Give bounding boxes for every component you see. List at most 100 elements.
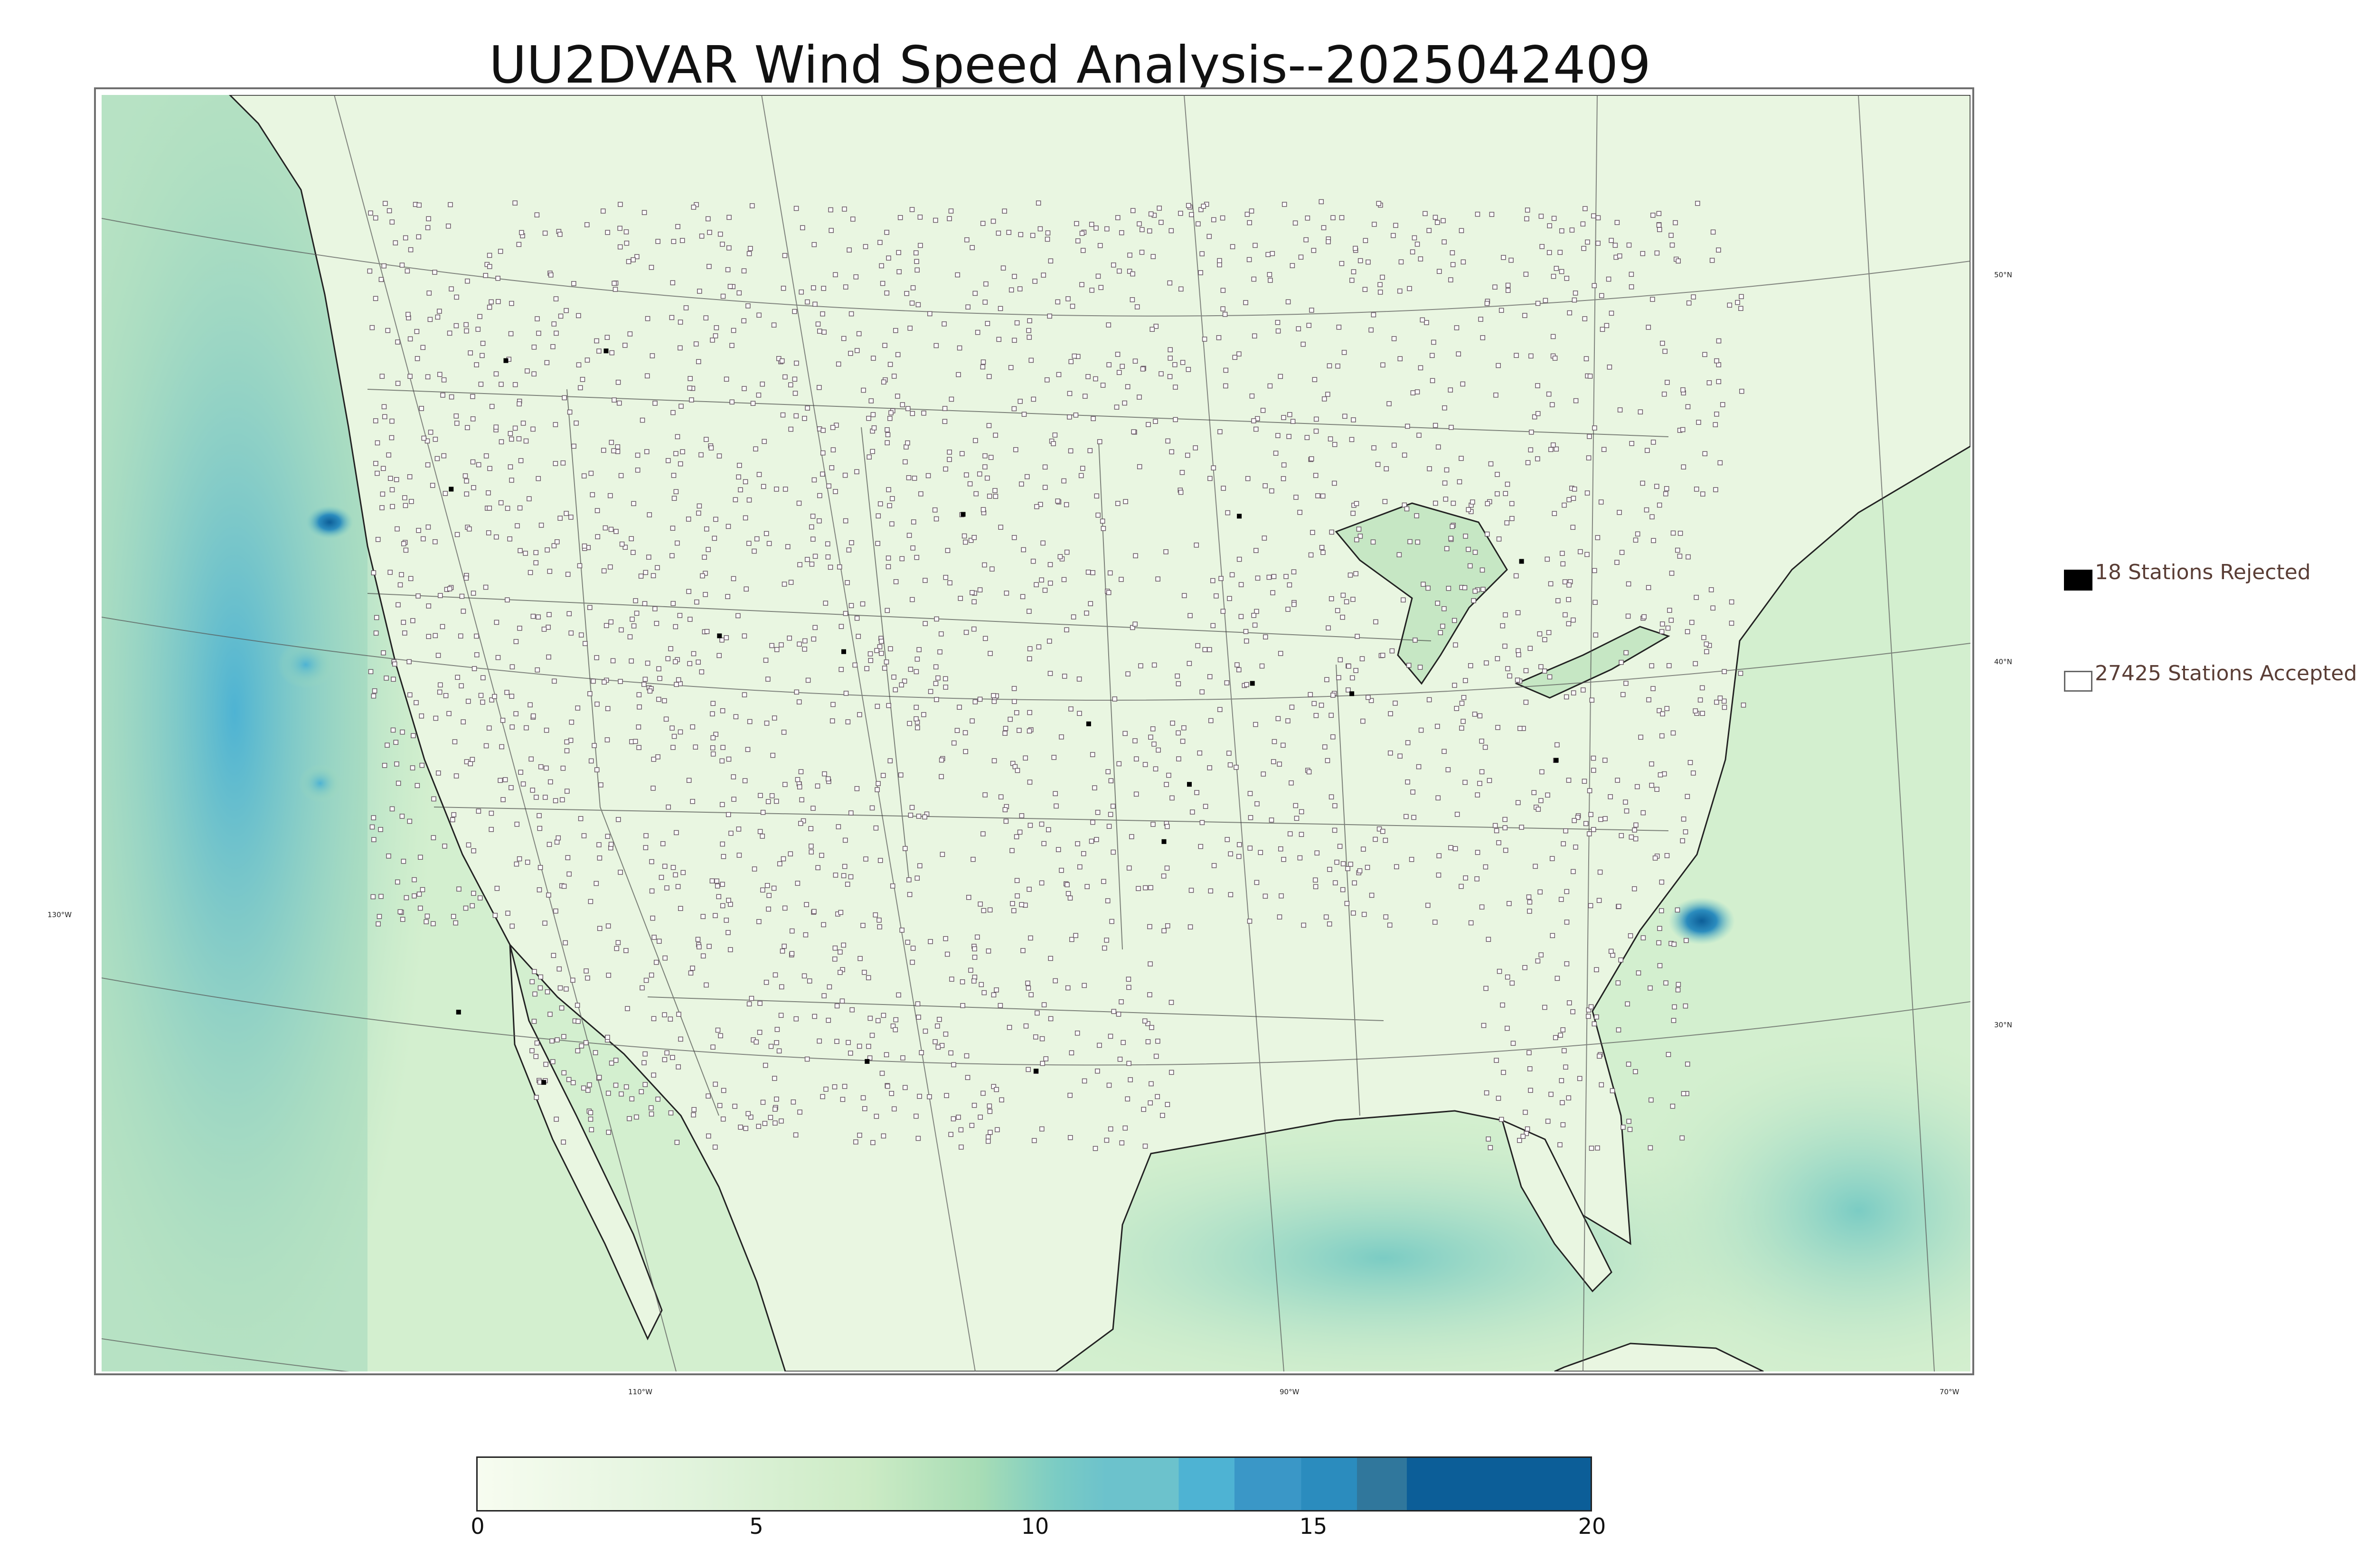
station-accepted-marker bbox=[1310, 530, 1315, 535]
station-accepted-marker bbox=[1319, 703, 1324, 708]
station-accepted-marker bbox=[1072, 353, 1077, 359]
station-accepted-marker bbox=[547, 1012, 553, 1017]
station-accepted-marker bbox=[1557, 250, 1563, 255]
station-accepted-marker bbox=[1267, 272, 1272, 277]
station-accepted-marker bbox=[989, 566, 995, 572]
station-accepted-marker bbox=[1202, 337, 1207, 342]
station-accepted-marker bbox=[1017, 728, 1022, 733]
station-accepted-marker bbox=[706, 547, 711, 552]
station-accepted-marker bbox=[943, 936, 948, 941]
station-accepted-marker bbox=[1169, 795, 1175, 801]
station-accepted-marker bbox=[697, 503, 702, 509]
station-accepted-marker bbox=[560, 797, 565, 803]
station-accepted-marker bbox=[645, 660, 650, 666]
station-accepted-marker bbox=[1472, 550, 1478, 555]
station-accepted-marker bbox=[991, 1084, 997, 1089]
station-accepted-marker bbox=[654, 959, 659, 965]
station-accepted-marker bbox=[454, 294, 459, 300]
station-accepted-marker bbox=[1495, 491, 1500, 497]
station-accepted-marker bbox=[588, 470, 594, 476]
station-accepted-marker bbox=[1106, 362, 1112, 367]
station-accepted-marker bbox=[1547, 223, 1552, 228]
station-accepted-marker bbox=[1664, 706, 1670, 711]
station-accepted-marker bbox=[691, 1112, 696, 1117]
station-accepted-marker bbox=[1245, 476, 1251, 481]
lat-label-40n: 40°N bbox=[1994, 657, 2012, 666]
station-accepted-marker bbox=[1650, 440, 1656, 445]
station-accepted-marker bbox=[537, 985, 543, 991]
station-accepted-marker bbox=[737, 462, 742, 468]
station-accepted-marker bbox=[738, 487, 743, 493]
station-accepted-marker bbox=[1546, 630, 1552, 635]
station-accepted-marker bbox=[821, 286, 826, 291]
station-accepted-marker bbox=[1441, 749, 1447, 754]
station-accepted-marker bbox=[1616, 1027, 1621, 1033]
station-accepted-marker bbox=[1477, 780, 1482, 786]
station-accepted-marker bbox=[857, 1133, 862, 1138]
station-accepted-marker bbox=[489, 299, 494, 305]
station-accepted-marker bbox=[673, 489, 679, 494]
station-accepted-marker bbox=[1450, 250, 1455, 255]
station-accepted-marker bbox=[834, 1039, 839, 1044]
station-accepted-marker bbox=[1091, 416, 1096, 422]
station-accepted-marker bbox=[1649, 1097, 1654, 1103]
station-accepted-marker bbox=[1087, 448, 1093, 453]
station-accepted-marker bbox=[688, 376, 693, 381]
station-accepted-marker bbox=[1354, 501, 1359, 507]
station-accepted-marker bbox=[1287, 412, 1292, 417]
station-accepted-marker bbox=[453, 413, 459, 419]
station-accepted-marker bbox=[434, 456, 440, 461]
station-accepted-marker bbox=[772, 1120, 778, 1126]
station-accepted-marker bbox=[1597, 869, 1603, 875]
station-accepted-marker bbox=[1253, 243, 1258, 248]
station-accepted-marker bbox=[805, 299, 810, 305]
station-accepted-marker bbox=[664, 1050, 669, 1056]
station-accepted-marker bbox=[1477, 713, 1483, 719]
station-accepted-marker bbox=[972, 955, 978, 960]
station-accepted-marker bbox=[905, 939, 911, 945]
station-accepted-marker bbox=[1492, 823, 1498, 828]
station-accepted-marker bbox=[947, 457, 952, 462]
station-accepted-marker bbox=[885, 427, 890, 432]
station-accepted-marker bbox=[1064, 627, 1069, 632]
station-accepted-marker bbox=[1405, 423, 1410, 429]
station-accepted-marker bbox=[1697, 697, 1703, 703]
station-accepted-marker bbox=[608, 493, 613, 498]
station-accepted-marker bbox=[782, 487, 788, 492]
station-accepted-marker bbox=[918, 243, 923, 248]
station-accepted-marker bbox=[766, 541, 772, 546]
station-accepted-marker bbox=[741, 318, 746, 324]
station-accepted-marker bbox=[651, 757, 657, 762]
station-accepted-marker bbox=[1148, 885, 1153, 891]
station-accepted-marker bbox=[779, 984, 784, 990]
station-accepted-marker bbox=[1650, 213, 1656, 218]
station-accepted-marker bbox=[680, 449, 685, 454]
station-accepted-marker bbox=[1539, 769, 1545, 775]
station-accepted-marker bbox=[1153, 324, 1159, 329]
station-accepted-marker bbox=[897, 215, 903, 220]
station-accepted-marker bbox=[696, 359, 701, 365]
station-accepted-marker bbox=[523, 551, 528, 556]
station-accepted-marker bbox=[416, 234, 422, 240]
station-accepted-marker bbox=[875, 704, 880, 709]
station-accepted-marker bbox=[1321, 225, 1327, 230]
station-accepted-marker bbox=[575, 705, 581, 711]
station-accepted-marker bbox=[848, 351, 853, 356]
station-accepted-marker bbox=[1222, 311, 1228, 317]
station-accepted-marker bbox=[805, 677, 811, 683]
station-accepted-marker bbox=[1691, 770, 1696, 776]
station-accepted-marker bbox=[942, 406, 948, 411]
station-accepted-marker bbox=[671, 733, 677, 739]
station-accepted-marker bbox=[793, 1132, 799, 1138]
station-accepted-marker bbox=[716, 653, 722, 658]
station-accepted-marker bbox=[860, 601, 866, 607]
station-accepted-marker bbox=[1587, 434, 1592, 439]
station-accepted-marker bbox=[1665, 625, 1671, 631]
station-accepted-marker bbox=[1034, 504, 1039, 509]
station-accepted-marker bbox=[1098, 285, 1104, 290]
station-accepted-marker bbox=[690, 966, 695, 971]
station-accepted-marker bbox=[1528, 447, 1534, 452]
station-accepted-marker bbox=[1023, 755, 1028, 761]
station-accepted-marker bbox=[774, 798, 779, 804]
station-accepted-marker bbox=[1008, 716, 1013, 722]
